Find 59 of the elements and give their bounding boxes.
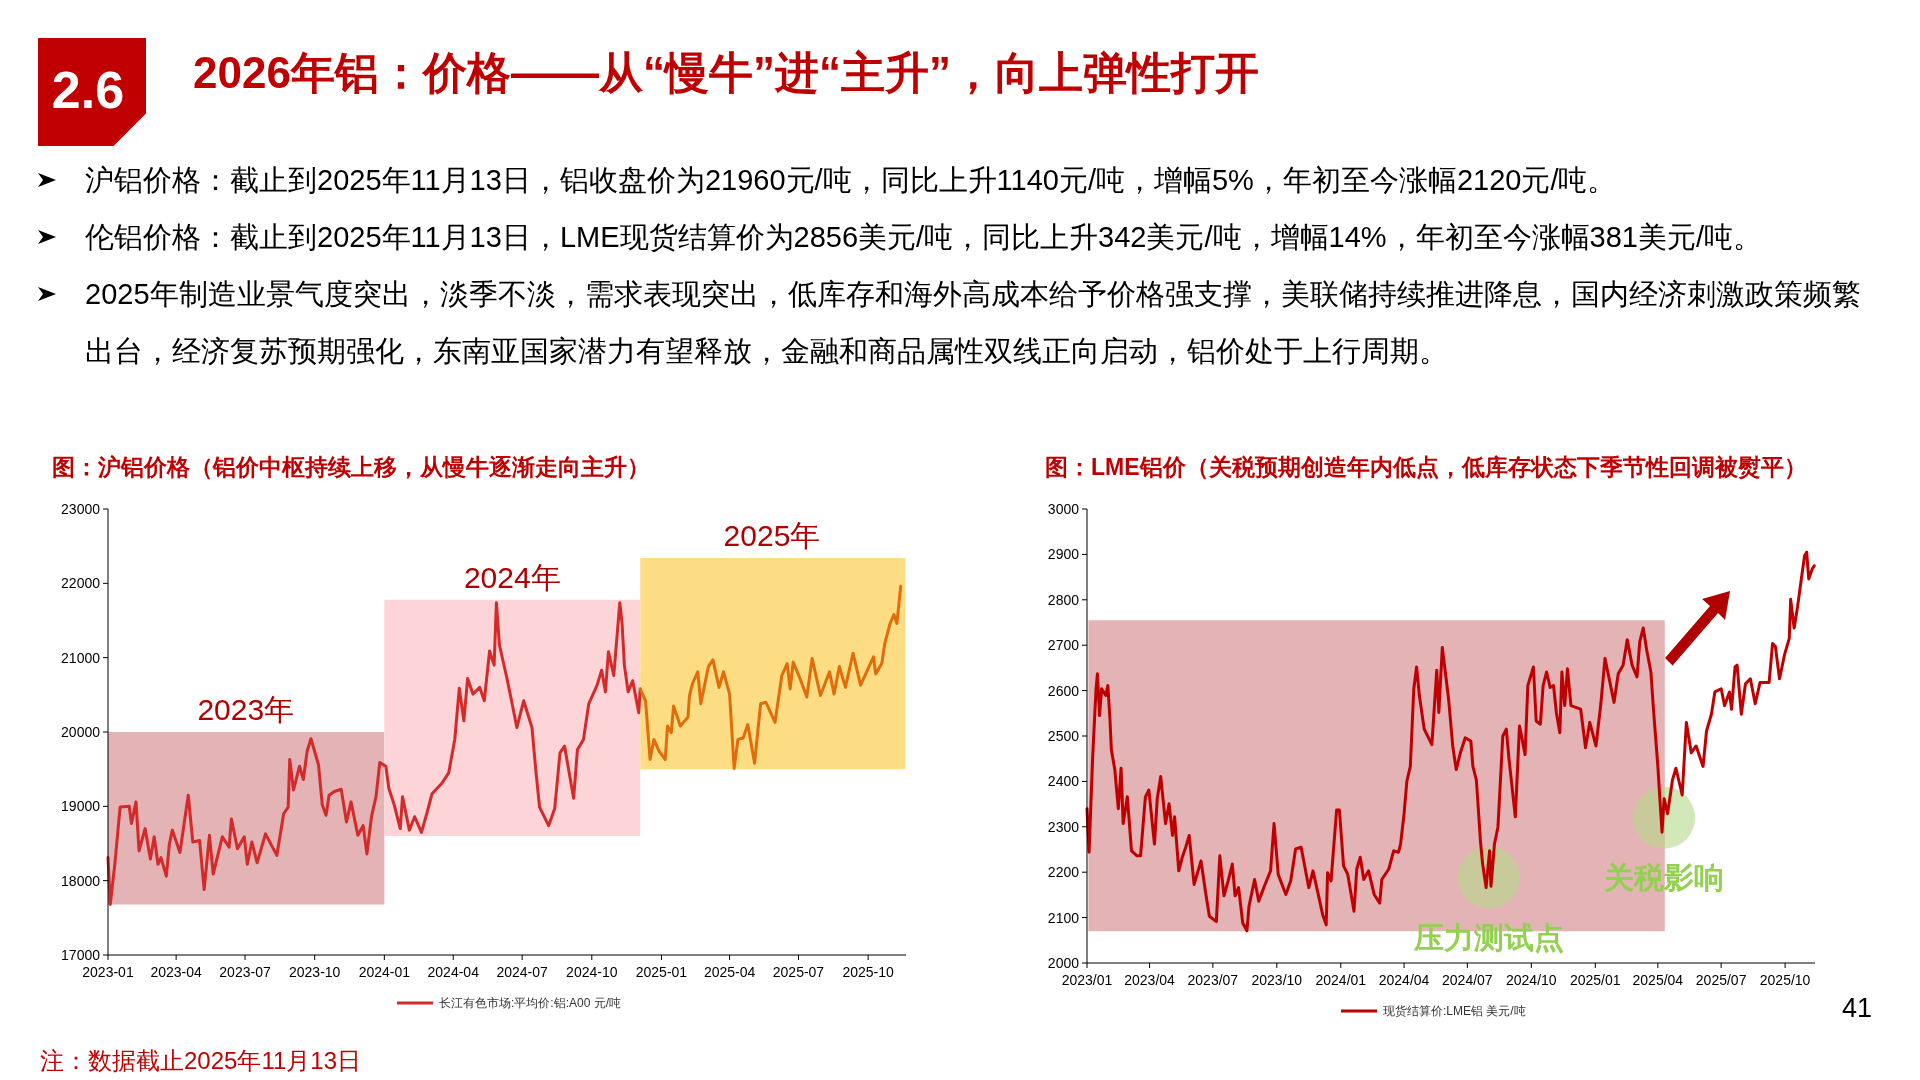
text: 注：数据截止2025年11月13日 <box>40 1046 361 1076</box>
x-tick-label: 2023-04 <box>150 964 203 980</box>
x-tick-label: 2025/04 <box>1632 972 1684 988</box>
x-tick-label: 2025-04 <box>703 964 756 980</box>
y-tick-label: 18000 <box>61 872 101 889</box>
x-tick-label: 2023-01 <box>82 964 134 980</box>
y-tick-label: 2500 <box>1047 728 1080 744</box>
text: 沪铝价格：截止到2025年11月13日，铝收盘价为21960元/吨，同比上升1140元/吨，增幅5%，年初至今涨幅2120元/吨。 <box>85 163 1618 198</box>
y-tick-label: 23000 <box>61 501 101 517</box>
x-tick-label: 2025-10 <box>842 964 895 980</box>
x-tick-label: 2023-10 <box>289 964 341 980</box>
annotation: 2025年 <box>723 519 821 553</box>
y-tick-label: 17000 <box>61 947 101 963</box>
annotation: 2024年 <box>463 560 561 594</box>
x-tick-label: 2024-07 <box>496 964 549 980</box>
x-tick-label: 2025-01 <box>635 964 688 980</box>
x-tick-label: 2023/04 <box>1124 972 1176 988</box>
x-tick-label: 2025-07 <box>772 964 825 980</box>
legend-label: 现货结算价:LME铝 美元/吨 <box>1383 1004 1526 1018</box>
y-tick-label: 2600 <box>1047 682 1080 699</box>
text: 41 <box>1842 993 1873 1024</box>
y-tick-label: 20000 <box>61 724 101 740</box>
x-tick-label: 2023/01 <box>1061 972 1113 988</box>
x-tick-label: 2024-10 <box>566 964 618 980</box>
annotation: 关税影响 <box>1603 860 1725 894</box>
y-tick-label: 2400 <box>1047 773 1080 790</box>
text: 伦铝价格：截止到2025年11月13日，LME现货结算价为2856美元/吨，同比上升342美元/吨，增幅14%，年初至今涨幅381美元/吨。 <box>85 220 1763 255</box>
x-tick-label: 2024-04 <box>427 964 480 980</box>
text: 2025年制造业景气度突出，淡季不淡，需求表现突出，低库存和海外高成本给予价格强支撑，美联储持续推进降息，国内经济刺激政策频繁出台，经济复苏预期强化，东南亚国家潜力有望释放，金融和商品属性双线正向启动，铝价处于上行周期。 <box>85 277 1862 369</box>
chart-title: 图：LME铝价（关税预期创造年内低点，低库存状态下季节性回调被熨平） <box>1045 453 1807 482</box>
x-tick-label: 2025/10 <box>1759 972 1811 988</box>
y-tick-label: 2900 <box>1047 546 1080 563</box>
text: 2.6 <box>50 60 126 120</box>
x-tick-label: 2024/04 <box>1378 972 1430 988</box>
annotation: 2023年 <box>197 693 295 726</box>
y-tick-label: 2100 <box>1047 909 1080 926</box>
chart-title: 图：沪铝价格（铝价中枢持续上移，从慢牛逐渐走向主升） <box>52 453 650 482</box>
y-tick-label: 2300 <box>1047 818 1080 835</box>
x-tick-label: 2023-07 <box>219 964 271 980</box>
y-tick-label: 19000 <box>61 798 101 815</box>
x-tick-label: 2024-01 <box>358 964 411 980</box>
y-tick-label: 2700 <box>1047 637 1080 654</box>
line-series <box>106 601 642 906</box>
x-tick-label: 2024/07 <box>1442 972 1493 988</box>
y-tick-label: 2000 <box>1047 955 1080 971</box>
x-tick-label: 2025/01 <box>1569 972 1621 988</box>
y-tick-label: 2800 <box>1047 591 1080 608</box>
y-tick-label: 2200 <box>1047 864 1080 881</box>
x-tick-label: 2023/10 <box>1251 972 1303 988</box>
x-tick-label: 2024/01 <box>1315 972 1367 988</box>
y-tick-label: 21000 <box>61 649 101 666</box>
legend-label: 长江有色市场:平均价:铝:A00 元/吨 <box>439 996 622 1010</box>
annotation: 压力测试点 <box>1412 920 1564 954</box>
x-tick-label: 2025/07 <box>1695 972 1747 988</box>
x-tick-label: 2023/07 <box>1187 972 1239 988</box>
text: 2026年铝：价格——从“慢牛”进“主升”，向上弹性打开 <box>193 47 1259 99</box>
y-tick-label: 22000 <box>61 575 101 592</box>
y-tick-label: 3000 <box>1047 501 1080 517</box>
x-tick-label: 2024/10 <box>1506 972 1557 988</box>
